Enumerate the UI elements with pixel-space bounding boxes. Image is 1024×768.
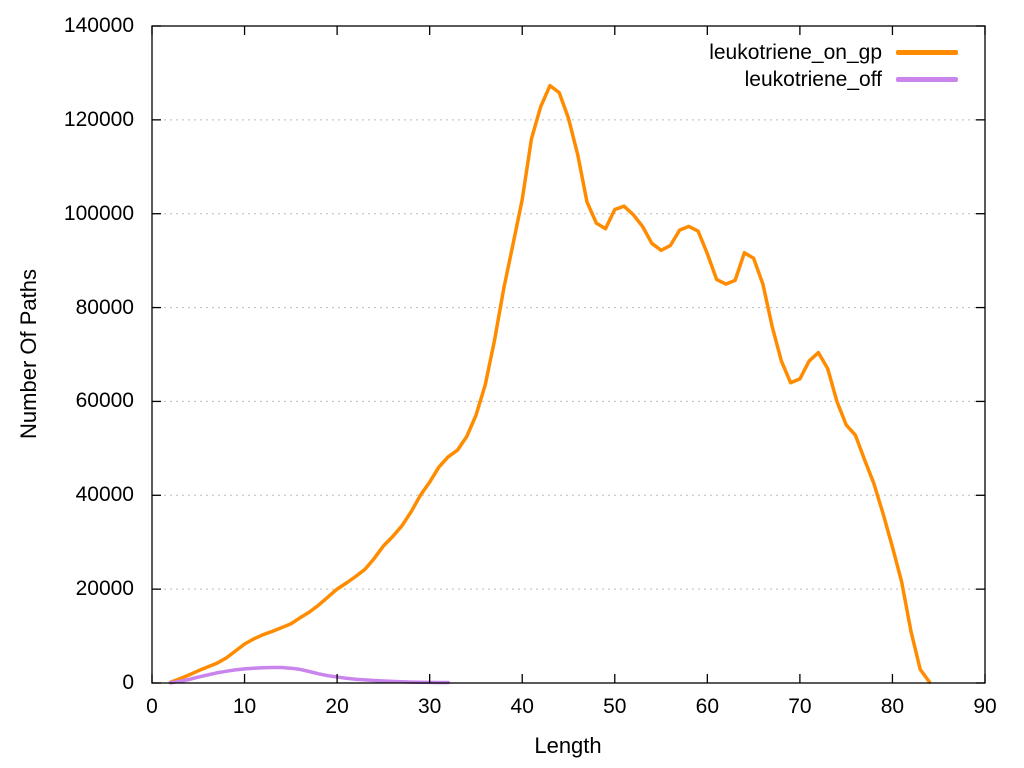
x-tick-label: 60 xyxy=(695,695,719,718)
legend-item: leukotriene_off xyxy=(709,66,958,93)
x-tick-label: 90 xyxy=(973,695,997,718)
x-tick-label: 50 xyxy=(603,695,627,718)
y-axis-title: Number Of Paths xyxy=(16,269,41,439)
legend: leukotriene_on_gp leukotriene_off xyxy=(709,39,958,93)
x-axis-title: Length xyxy=(534,733,602,758)
x-tick-label: 10 xyxy=(232,695,257,718)
y-tick-label: 140000 xyxy=(63,14,134,37)
legend-label: leukotriene_off xyxy=(744,67,882,91)
legend-line-sample xyxy=(896,50,958,55)
series-line-leukotriene_off xyxy=(168,665,450,685)
y-tick-label: 20000 xyxy=(75,577,134,601)
x-tick-label: 70 xyxy=(788,695,812,718)
x-tick-label: 20 xyxy=(325,695,349,718)
x-tick-label: 0 xyxy=(146,695,158,718)
y-tick-label: 120000 xyxy=(63,107,134,131)
series-line-leukotriene_on_gp xyxy=(168,83,932,685)
y-tick-label: 0 xyxy=(122,671,134,694)
x-tick-label: 80 xyxy=(880,695,905,718)
x-tick-label: 30 xyxy=(417,695,442,718)
y-tick-label: 60000 xyxy=(75,389,134,413)
legend-line-sample xyxy=(896,77,958,82)
x-tick-label: 40 xyxy=(510,695,534,718)
plot-border xyxy=(151,25,986,684)
y-tick-label: 80000 xyxy=(75,295,134,319)
y-tick-label: 40000 xyxy=(75,483,134,507)
legend-label: leukotriene_on_gp xyxy=(709,40,882,64)
legend-item: leukotriene_on_gp xyxy=(709,39,958,66)
y-tick-label: 100000 xyxy=(63,201,134,225)
